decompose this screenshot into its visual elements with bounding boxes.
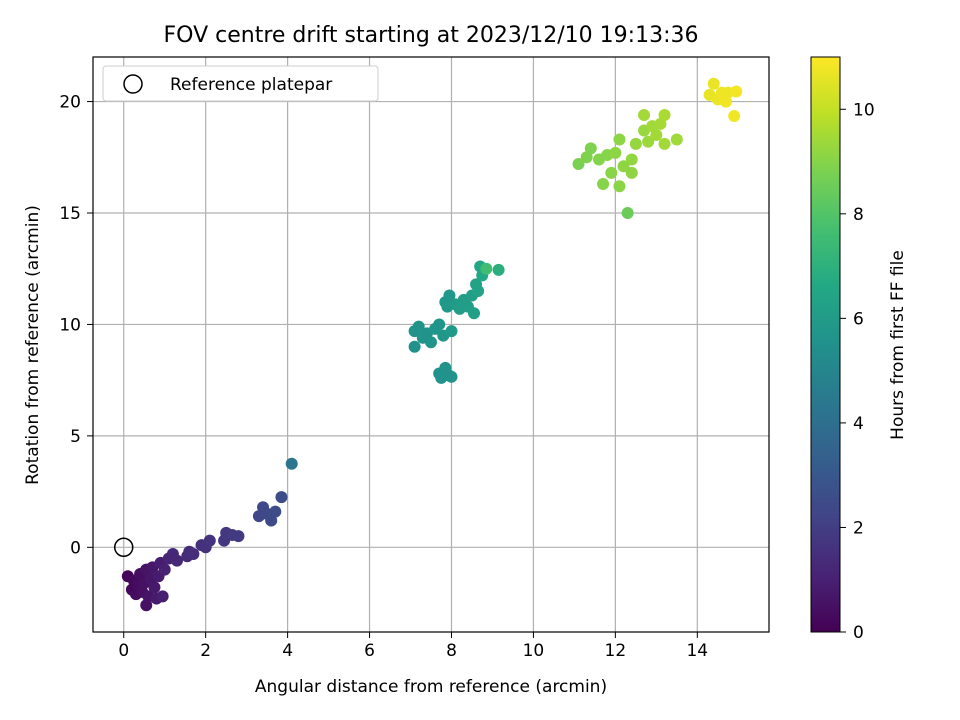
x-tick-label: 2 <box>200 641 211 661</box>
data-point <box>670 133 683 146</box>
data-point <box>625 166 638 179</box>
data-point <box>621 207 634 220</box>
y-tick-label: 15 <box>59 204 81 224</box>
data-point <box>658 137 671 150</box>
data-point <box>158 563 171 576</box>
colorbar-tick-label: 8 <box>853 205 864 225</box>
data-point <box>730 85 743 98</box>
data-point <box>492 263 505 276</box>
data-point <box>597 178 610 191</box>
x-tick-label: 14 <box>686 641 708 661</box>
colorbar-tick-label: 4 <box>853 414 864 434</box>
data-point <box>613 180 626 193</box>
colorbar-tick-label: 0 <box>853 623 864 643</box>
data-point <box>609 146 622 159</box>
data-point <box>658 108 671 121</box>
data-point <box>613 133 626 146</box>
x-tick-label: 4 <box>282 641 293 661</box>
data-point <box>445 370 458 383</box>
data-point <box>580 151 593 164</box>
data-point <box>265 514 278 527</box>
x-tick-label: 12 <box>605 641 627 661</box>
data-point <box>156 590 169 603</box>
data-point <box>472 285 485 298</box>
data-point <box>650 129 663 142</box>
colorbar-ticks: 0 2 4 6 8 10 <box>840 100 875 643</box>
x-tick-label: 10 <box>523 641 545 661</box>
data-point <box>187 547 200 560</box>
legend-box <box>102 65 379 102</box>
legend-open-circle-icon <box>123 74 143 94</box>
y-tick-label: 20 <box>59 93 81 113</box>
x-tick-label: 0 <box>118 641 129 661</box>
x-axis-label: Angular distance from reference (arcmin) <box>255 677 607 697</box>
data-point <box>728 110 741 123</box>
grid-lines <box>93 57 769 632</box>
data-point <box>629 137 642 150</box>
data-point <box>617 160 630 173</box>
data-point <box>707 77 720 90</box>
colorbar-label: Hours from first FF file <box>888 250 908 440</box>
y-axis-label: Rotation from reference (arcmin) <box>23 205 43 485</box>
plot-frame <box>92 56 770 633</box>
data-point <box>285 457 298 470</box>
data-point <box>584 142 597 155</box>
x-tick-label: 8 <box>446 641 457 661</box>
data-point <box>412 320 425 333</box>
y-axis-ticks: 0 5 10 15 20 <box>59 93 93 558</box>
legend-label: Reference platepar <box>170 75 332 95</box>
data-point <box>468 307 481 320</box>
data-point <box>433 318 446 331</box>
colorbar-tick-label: 10 <box>853 100 875 120</box>
colorbar-tick-label: 6 <box>853 309 864 329</box>
colorbar <box>810 56 841 633</box>
data-point <box>170 554 183 567</box>
y-tick-label: 0 <box>70 538 81 558</box>
reference-platepar-marker <box>113 537 134 558</box>
data-point <box>275 491 288 504</box>
data-points <box>121 77 743 612</box>
data-point <box>203 534 216 547</box>
x-tick-label: 6 <box>364 641 375 661</box>
data-point <box>605 166 618 179</box>
data-point <box>269 505 282 518</box>
data-point <box>654 117 667 130</box>
colorbar-tick-label: 2 <box>853 518 864 538</box>
data-point <box>148 581 161 594</box>
data-point <box>572 157 585 170</box>
data-point <box>625 153 638 166</box>
y-tick-label: 10 <box>59 315 81 335</box>
y-tick-label: 5 <box>70 427 81 447</box>
data-point <box>443 289 456 302</box>
data-point <box>232 530 245 543</box>
data-point <box>638 108 651 121</box>
legend: Reference platepar <box>102 65 379 102</box>
data-point <box>445 325 458 338</box>
chart-title: FOV centre drift starting at 2023/12/10 … <box>164 23 699 48</box>
data-point <box>642 135 655 148</box>
x-axis-ticks: 0 2 4 6 8 10 12 14 <box>118 632 708 661</box>
data-point <box>480 262 493 275</box>
data-point <box>408 340 421 353</box>
data-point <box>425 336 437 349</box>
